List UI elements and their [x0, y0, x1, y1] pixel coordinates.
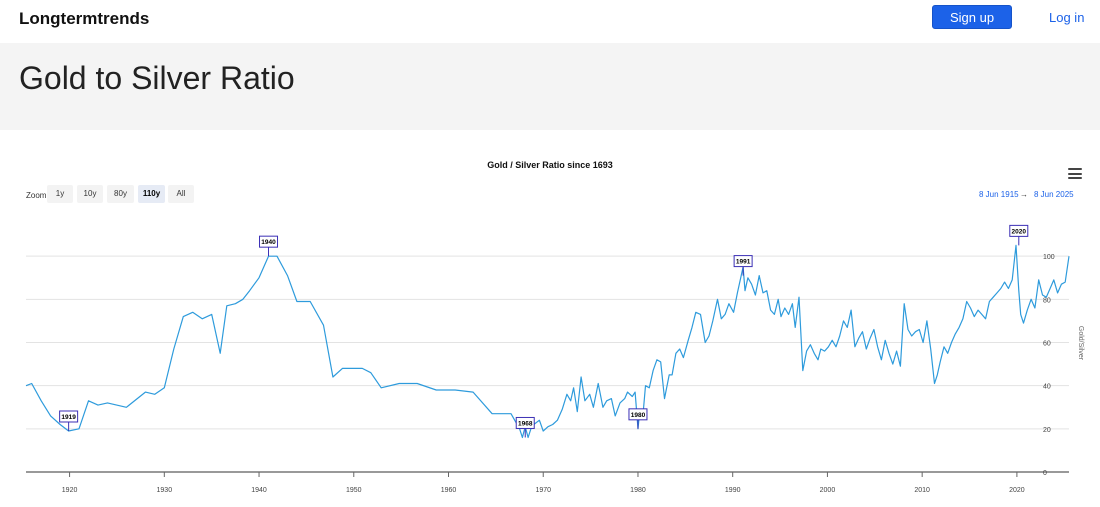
zoom-10y-button[interactable]: 10y	[77, 185, 103, 203]
zoom-80y-button[interactable]: 80y	[107, 185, 134, 203]
flag-box	[1009, 224, 1029, 237]
y-tick-label: 0	[1043, 470, 1047, 477]
x-tick-label: 2000	[820, 487, 836, 494]
x-tick-label: 2010	[914, 487, 930, 494]
hamburger-menu-icon[interactable]	[1068, 168, 1082, 179]
x-tick-label: 1930	[157, 487, 173, 494]
zoom-label: Zoom	[26, 191, 47, 200]
y-tick-label: 60	[1043, 341, 1051, 348]
zoom-all-button[interactable]: All	[168, 185, 194, 203]
zoom-1y-button[interactable]: 1y	[47, 185, 73, 203]
flag-label: 2020	[1012, 228, 1027, 235]
y-tick-label: 80	[1043, 297, 1051, 304]
signup-button[interactable]: Sign up	[932, 5, 1012, 29]
chart-container: Gold / Silver Ratio since 1693 0 20 40 60 80 1…	[0, 130, 1100, 507]
page-title: Gold to Silver Ratio	[19, 60, 295, 96]
flag-label: 1940	[261, 239, 276, 246]
chart-title: Gold / Silver Ratio since 1693	[487, 160, 613, 170]
flag-box	[733, 255, 753, 268]
x-tick-label: 1950	[346, 487, 362, 494]
flag-box	[259, 235, 279, 248]
top-navbar: Longtermtrends Sign up Log in	[0, 0, 1100, 42]
flag-label: 1991	[736, 259, 751, 266]
range-start-date[interactable]: 8 Jun 1915	[979, 190, 1019, 199]
flag-box	[59, 410, 79, 423]
login-link[interactable]: Log in	[1049, 10, 1085, 25]
x-tick-label: 1920	[62, 487, 78, 494]
y-tick-label: 40	[1043, 384, 1051, 391]
x-tick-label: 1990	[725, 487, 741, 494]
x-tick-label: 1970	[535, 487, 551, 494]
x-tick-label: 1940	[251, 487, 267, 494]
series-line	[25, 244, 1070, 439]
range-arrow: →	[1020, 190, 1028, 199]
x-tick-label: 1960	[441, 487, 457, 494]
y-tick-label: 100	[1043, 254, 1055, 261]
x-tick-label: 1980	[630, 487, 646, 494]
brand-logo[interactable]: Longtermtrends	[19, 9, 150, 28]
y-tick-label: 20	[1043, 427, 1051, 434]
x-tick-label: 2020	[1009, 487, 1025, 494]
chart-plot: Gold / Silver Ratio since 1693 0 20 40 60 80 1…	[25, 160, 1084, 494]
flag-label: 1919	[61, 414, 76, 421]
zoom-110y-button[interactable]: 110y	[138, 185, 165, 203]
flag-label: 1980	[631, 412, 646, 419]
title-banner: Gold to Silver Ratio	[0, 43, 1100, 130]
y-axis-title: Gold/Silver	[1077, 326, 1084, 361]
flag-label: 1968	[518, 420, 533, 427]
flag-box	[515, 416, 535, 429]
range-end-date[interactable]: 8 Jun 2025	[1034, 190, 1074, 199]
flag-box	[628, 408, 648, 421]
